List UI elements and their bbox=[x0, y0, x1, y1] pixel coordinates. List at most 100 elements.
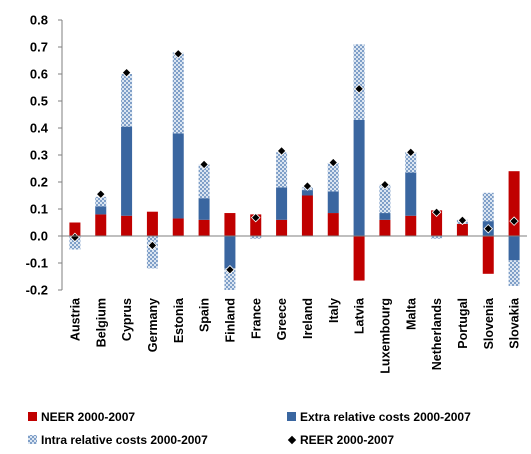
legend-label: Extra relative costs 2000-2007 bbox=[300, 410, 471, 424]
category-label: Slovakia bbox=[508, 297, 522, 349]
bar-neer-ireland bbox=[301, 195, 313, 236]
bar-extra-greece bbox=[276, 187, 288, 220]
bar-intra-germany bbox=[146, 236, 158, 269]
y-tick-label: 0.7 bbox=[30, 40, 48, 55]
category-label: Malta bbox=[404, 297, 418, 330]
category-label: Portugal bbox=[456, 298, 470, 349]
y-tick-label: 0.3 bbox=[30, 148, 48, 163]
bar-extra-malta bbox=[405, 172, 417, 216]
bar-neer-finland bbox=[224, 213, 236, 236]
bar-intra-belgium bbox=[95, 196, 107, 207]
bar-intra-austria bbox=[69, 236, 81, 250]
reer-marker-france bbox=[250, 212, 261, 223]
bar-intra-latvia bbox=[353, 44, 365, 120]
bar-extra-spain bbox=[198, 198, 210, 220]
bar-neer-spain bbox=[198, 219, 210, 236]
reer-marker-germany bbox=[147, 240, 158, 251]
bar-neer-cyprus bbox=[121, 215, 133, 236]
reer-marker-malta bbox=[405, 147, 416, 158]
reer-marker-spain bbox=[199, 159, 209, 170]
bar-neer-belgium bbox=[95, 214, 107, 236]
reer-marker-cyprus bbox=[121, 67, 132, 78]
reer-marker-belgium bbox=[95, 189, 106, 199]
bar-neer-latvia bbox=[353, 236, 365, 281]
y-tick-label: 0.2 bbox=[30, 175, 48, 190]
bar-neer-portugal bbox=[456, 223, 468, 236]
bar-neer-italy bbox=[327, 213, 339, 236]
category-label: Ireland bbox=[301, 298, 315, 339]
bar-extra-latvia bbox=[353, 119, 365, 236]
reer-markers-layer bbox=[70, 48, 519, 275]
bar-extra-italy bbox=[327, 191, 339, 214]
bar-neer-luxembourg bbox=[379, 219, 391, 236]
y-tick-label: -0.1 bbox=[26, 256, 48, 271]
y-tick-label: 0.8 bbox=[30, 13, 48, 28]
bar-extra-cyprus bbox=[121, 126, 133, 216]
bar-intra-luxembourg bbox=[379, 184, 391, 214]
category-label: Belgium bbox=[94, 298, 108, 347]
reer-marker-latvia bbox=[354, 84, 364, 94]
bar-extra-finland bbox=[224, 236, 236, 269]
bar-intra-france bbox=[250, 236, 262, 239]
legend-swatch bbox=[28, 412, 37, 421]
category-label: Austria bbox=[68, 297, 82, 341]
legend-label: Intra relative costs 2000-2007 bbox=[41, 433, 208, 447]
y-tick-label: 0.5 bbox=[30, 94, 48, 109]
reer-marker-slovenia bbox=[483, 223, 494, 234]
category-label: Estonia bbox=[172, 297, 186, 343]
bar-intra-slovakia bbox=[508, 260, 520, 286]
legend-swatch bbox=[287, 412, 296, 421]
reer-marker-netherlands bbox=[431, 207, 442, 218]
bar-neer-austria bbox=[69, 222, 81, 236]
bar-extra-estonia bbox=[172, 133, 184, 219]
x-axis: Austria Belgium Cyprus Germany Estonia Spain F… bbox=[62, 235, 527, 374]
category-label: Spain bbox=[198, 298, 212, 332]
legend: NEER 2000-2007 Extra relative costs 2000-… bbox=[28, 410, 471, 447]
reer-marker-estonia bbox=[173, 48, 184, 59]
bar-neer-estonia bbox=[172, 218, 184, 236]
reer-marker-ireland bbox=[302, 181, 313, 191]
reer-marker-luxembourg bbox=[380, 179, 390, 190]
bar-neer-netherlands bbox=[431, 210, 443, 236]
legend-swatch-reer bbox=[287, 435, 297, 445]
category-label: Italy bbox=[327, 298, 341, 323]
category-label: Latvia bbox=[353, 297, 367, 334]
y-axis: -0.2 -0.1 0.0 0.1 0.2 0.3 0.4 0.5 0.6 0.7 0.8 bbox=[26, 13, 63, 298]
reer-marker-italy bbox=[328, 157, 339, 168]
legend-swatch bbox=[28, 435, 37, 444]
bar-extra-luxembourg bbox=[379, 213, 391, 220]
reer-marker-slovakia bbox=[509, 216, 519, 226]
y-tick-label: 0.0 bbox=[30, 229, 48, 244]
reer-marker-portugal bbox=[457, 215, 468, 226]
y-tick-label: -0.2 bbox=[26, 283, 48, 298]
bar-intra-malta bbox=[405, 152, 417, 173]
bar-intra-cyprus bbox=[121, 74, 133, 127]
bar-neer-france bbox=[250, 214, 262, 236]
bar-neer-germany bbox=[146, 211, 158, 236]
bar-intra-slovenia bbox=[482, 192, 494, 222]
bar-intra-greece bbox=[276, 152, 288, 188]
legend-label: REER 2000-2007 bbox=[300, 433, 394, 447]
y-tick-label: 0.1 bbox=[30, 202, 48, 217]
bar-neer-malta bbox=[405, 215, 417, 236]
bar-intra-italy bbox=[327, 163, 339, 192]
bar-intra-spain bbox=[198, 164, 210, 199]
bar-neer-slovenia bbox=[482, 236, 494, 274]
reer-marker-finland bbox=[225, 264, 235, 275]
bar-extra-slovakia bbox=[508, 236, 520, 261]
y-tick-label: 0.4 bbox=[30, 121, 49, 136]
bar-extra-belgium bbox=[95, 206, 107, 215]
legend-label: NEER 2000-2007 bbox=[41, 410, 135, 424]
bar-neer-greece bbox=[276, 219, 288, 236]
y-tick-label: 0.6 bbox=[30, 67, 48, 82]
reer-marker-greece bbox=[276, 146, 287, 156]
category-label: Germany bbox=[146, 298, 160, 352]
category-label: Slovenia bbox=[482, 297, 496, 349]
category-label: Finland bbox=[223, 298, 237, 342]
bar-intra-finland bbox=[224, 268, 236, 290]
category-label: Cyprus bbox=[120, 298, 134, 341]
category-label: Greece bbox=[275, 298, 289, 340]
bar-extra-ireland bbox=[301, 190, 313, 196]
category-label: France bbox=[249, 298, 263, 339]
